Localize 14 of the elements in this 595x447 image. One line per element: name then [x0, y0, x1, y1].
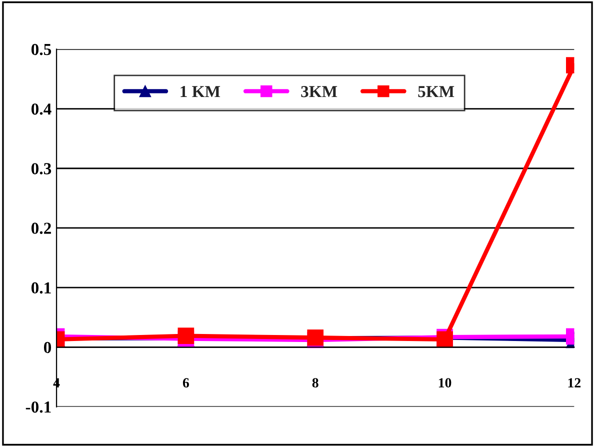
- y-tick-label: 0.4: [31, 103, 52, 115]
- y-tick-label: 0.1: [31, 282, 51, 294]
- legend-label: 1 KM: [180, 86, 220, 98]
- x-tick-label: 10: [438, 378, 452, 388]
- x-tick-label: 8: [312, 378, 318, 388]
- x-tick-label: 12: [568, 378, 581, 388]
- y-tick-label: 0: [44, 342, 52, 354]
- legend-label: 5KM: [418, 86, 454, 98]
- y-tick-label: 0.2: [31, 222, 51, 234]
- y-tick-label: 0.5: [31, 44, 52, 56]
- legend-label: 3KM: [301, 86, 338, 98]
- x-tick-label: 6: [182, 378, 190, 388]
- y-tick-label: -0.1: [26, 401, 51, 413]
- y-tick-label: 0.3: [31, 163, 52, 174]
